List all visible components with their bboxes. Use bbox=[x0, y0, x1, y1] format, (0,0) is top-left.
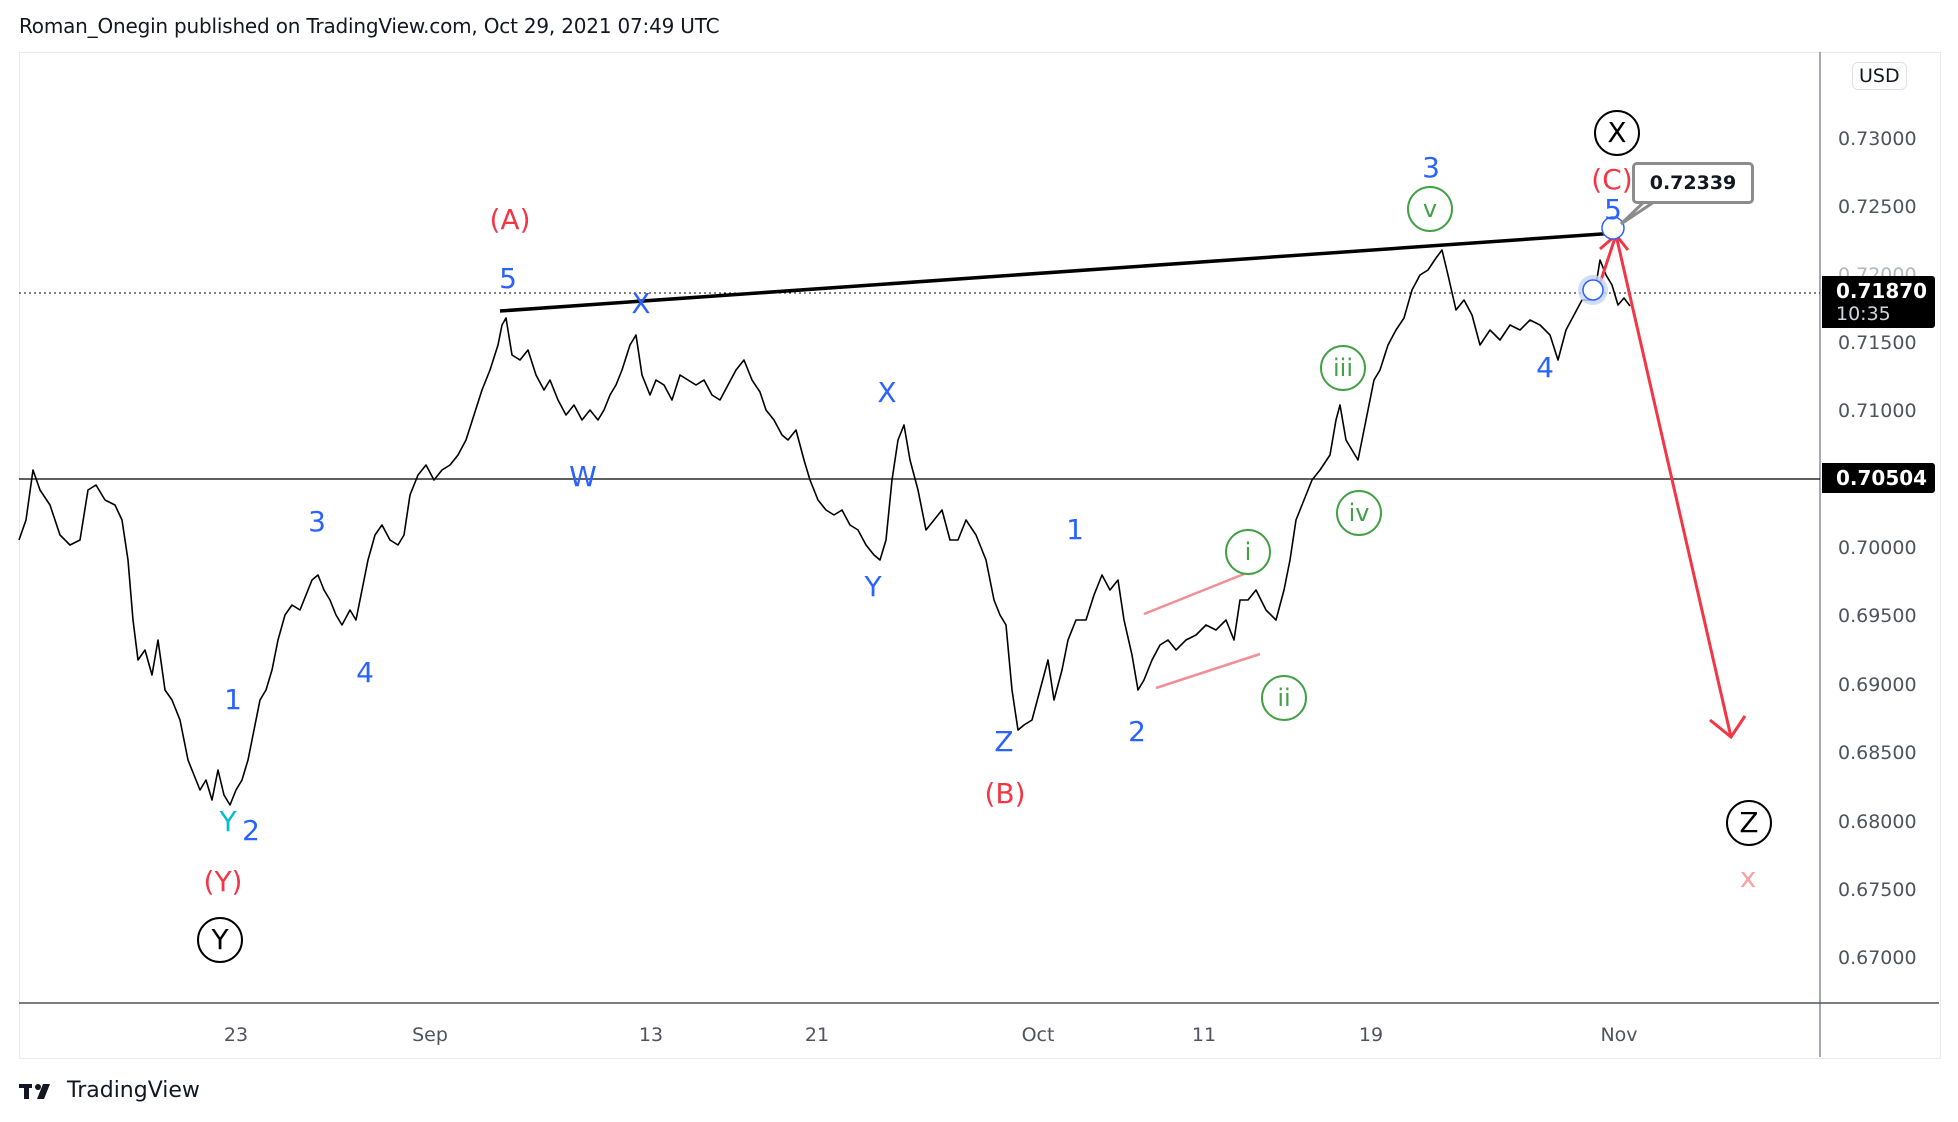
price-tick: 0.69000 bbox=[1838, 674, 1917, 696]
down-arrow-head bbox=[1709, 715, 1747, 740]
projection-down-line bbox=[1614, 234, 1733, 738]
wave-label-Z-circled: Z bbox=[1726, 800, 1772, 846]
tradingview-logo-icon bbox=[19, 1083, 50, 1099]
time-tick: Sep bbox=[412, 1024, 448, 1046]
trendline bbox=[499, 231, 1617, 313]
tradingview-footer[interactable]: TradingView bbox=[19, 1078, 200, 1103]
wave-label-ii: ii bbox=[1261, 675, 1307, 721]
wave-label-5: 5 bbox=[499, 262, 517, 295]
drag-handle-current bbox=[1582, 279, 1604, 301]
wave-label-1: 1 bbox=[1066, 513, 1084, 546]
tradingview-brand: TradingView bbox=[67, 1078, 200, 1103]
wave-label-5: 5 bbox=[1604, 193, 1622, 226]
price-tick: 0.72500 bbox=[1838, 196, 1917, 218]
wave-label-iii: iii bbox=[1320, 345, 1366, 391]
time-tick: 19 bbox=[1358, 1024, 1384, 1046]
time-tick: 21 bbox=[804, 1024, 830, 1046]
price-tick: 0.71000 bbox=[1838, 400, 1917, 422]
price-tick: 0.69500 bbox=[1838, 605, 1917, 627]
wave-label-B: (B) bbox=[984, 777, 1026, 810]
price-callout[interactable]: 0.72339 bbox=[1632, 162, 1754, 204]
wave-label-Y-circled: Y bbox=[197, 917, 243, 963]
chart-frame[interactable] bbox=[19, 52, 1941, 1059]
diagonal-lower-line bbox=[1155, 652, 1261, 690]
price-tick: 0.67000 bbox=[1838, 947, 1917, 969]
price-tick: 0.70000 bbox=[1838, 537, 1917, 559]
price-tick: 0.68000 bbox=[1838, 811, 1917, 833]
time-tick: 11 bbox=[1191, 1024, 1217, 1046]
current-price-tag: 0.71870 10:35 bbox=[1822, 276, 1936, 328]
wave-label-4: 4 bbox=[1536, 351, 1554, 384]
price-tick: 0.73000 bbox=[1838, 128, 1917, 150]
price-series bbox=[18, 249, 1631, 806]
time-tick: 23 bbox=[223, 1024, 249, 1046]
wave-label-W: W bbox=[569, 460, 597, 493]
wave-label-X-circled: X bbox=[1594, 110, 1640, 156]
line-price-value: 0.70504 bbox=[1836, 466, 1928, 490]
bar-countdown: 10:35 bbox=[1836, 303, 1891, 325]
wave-label-4: 4 bbox=[356, 656, 374, 689]
wave-label-v: v bbox=[1407, 186, 1453, 232]
wave-label-X: X bbox=[877, 376, 897, 409]
price-tick: 0.67500 bbox=[1838, 879, 1917, 901]
target-x-marker: x bbox=[1739, 861, 1757, 894]
wave-label-X: X bbox=[631, 287, 651, 320]
wave-label-Y-cyan: Y bbox=[219, 805, 237, 838]
wave-label-Y: Y bbox=[864, 570, 882, 603]
price-tick: 0.68500 bbox=[1838, 742, 1917, 764]
diagonal-upper-line bbox=[1143, 572, 1245, 616]
time-tick: 13 bbox=[638, 1024, 664, 1046]
wave-label-3: 3 bbox=[1422, 151, 1440, 184]
wave-label-1: 1 bbox=[224, 683, 242, 716]
current-price-value: 0.71870 bbox=[1836, 279, 1928, 303]
time-tick: Oct bbox=[1021, 1024, 1055, 1046]
wave-label-C: (C) bbox=[1591, 163, 1633, 196]
currency-badge[interactable]: USD bbox=[1852, 62, 1907, 90]
wave-label-A: (A) bbox=[489, 203, 531, 236]
time-tick: Nov bbox=[1600, 1024, 1638, 1046]
wave-label-Z: Z bbox=[994, 725, 1014, 758]
wave-label-Y-paren: (Y) bbox=[203, 865, 243, 898]
wave-label-3: 3 bbox=[308, 505, 326, 538]
wave-label-2: 2 bbox=[242, 814, 260, 847]
wave-label-iv: iv bbox=[1336, 490, 1382, 536]
price-tick: 0.71500 bbox=[1838, 332, 1917, 354]
publisher-header: Roman_Onegin published on TradingView.co… bbox=[19, 14, 720, 38]
wave-label-2: 2 bbox=[1128, 715, 1146, 748]
drag-handle-target bbox=[1601, 216, 1625, 240]
line-price-tag: 0.70504 bbox=[1822, 463, 1936, 493]
wave-label-i: i bbox=[1225, 529, 1271, 575]
